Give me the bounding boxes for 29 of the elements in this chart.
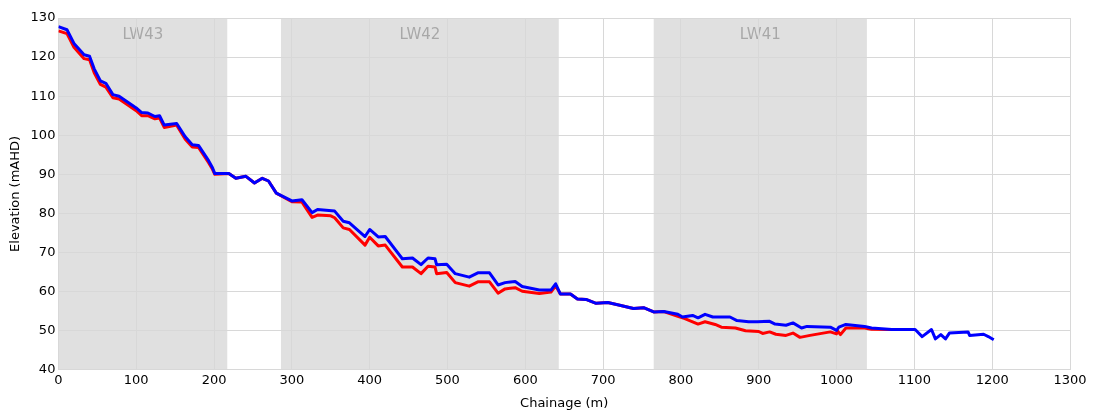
band-label: LW43: [122, 25, 164, 44]
x-tick-label: 500: [435, 371, 460, 387]
x-tick-label: 1100: [897, 371, 931, 387]
y-axis-title: Elevation (mAHD): [7, 135, 23, 252]
band-label: LW42: [399, 25, 441, 44]
y-tick-label: 40: [38, 361, 56, 377]
x-tick-label: 200: [201, 371, 227, 387]
band-label: LW41: [739, 25, 781, 44]
y-tick-label: 90: [38, 165, 56, 181]
x-axis-title: Chainage (m): [520, 394, 609, 410]
x-tick-label: 400: [357, 371, 383, 387]
y-tick-label: 80: [38, 204, 56, 220]
x-tick-label: 100: [123, 371, 149, 387]
y-tick-label: 50: [38, 322, 56, 338]
y-tick-label: 120: [30, 48, 56, 64]
y-tick-label: 130: [30, 9, 56, 25]
x-tick-label: 1200: [975, 371, 1009, 387]
x-tick-label: 900: [746, 371, 772, 387]
y-tick-label: 100: [30, 126, 56, 142]
x-tick-label: 1000: [820, 371, 854, 387]
x-tick-label: 600: [512, 371, 538, 387]
y-tick-label: 70: [38, 243, 56, 259]
x-tick-label: 1300: [1053, 371, 1087, 387]
x-tick-label: 700: [590, 371, 616, 387]
y-tick-label: 110: [30, 87, 56, 103]
x-tick-label: 300: [279, 371, 305, 387]
y-tick-label: 60: [38, 283, 56, 298]
x-tick-label: 800: [668, 371, 694, 387]
x-tick-label: 0: [54, 371, 63, 387]
